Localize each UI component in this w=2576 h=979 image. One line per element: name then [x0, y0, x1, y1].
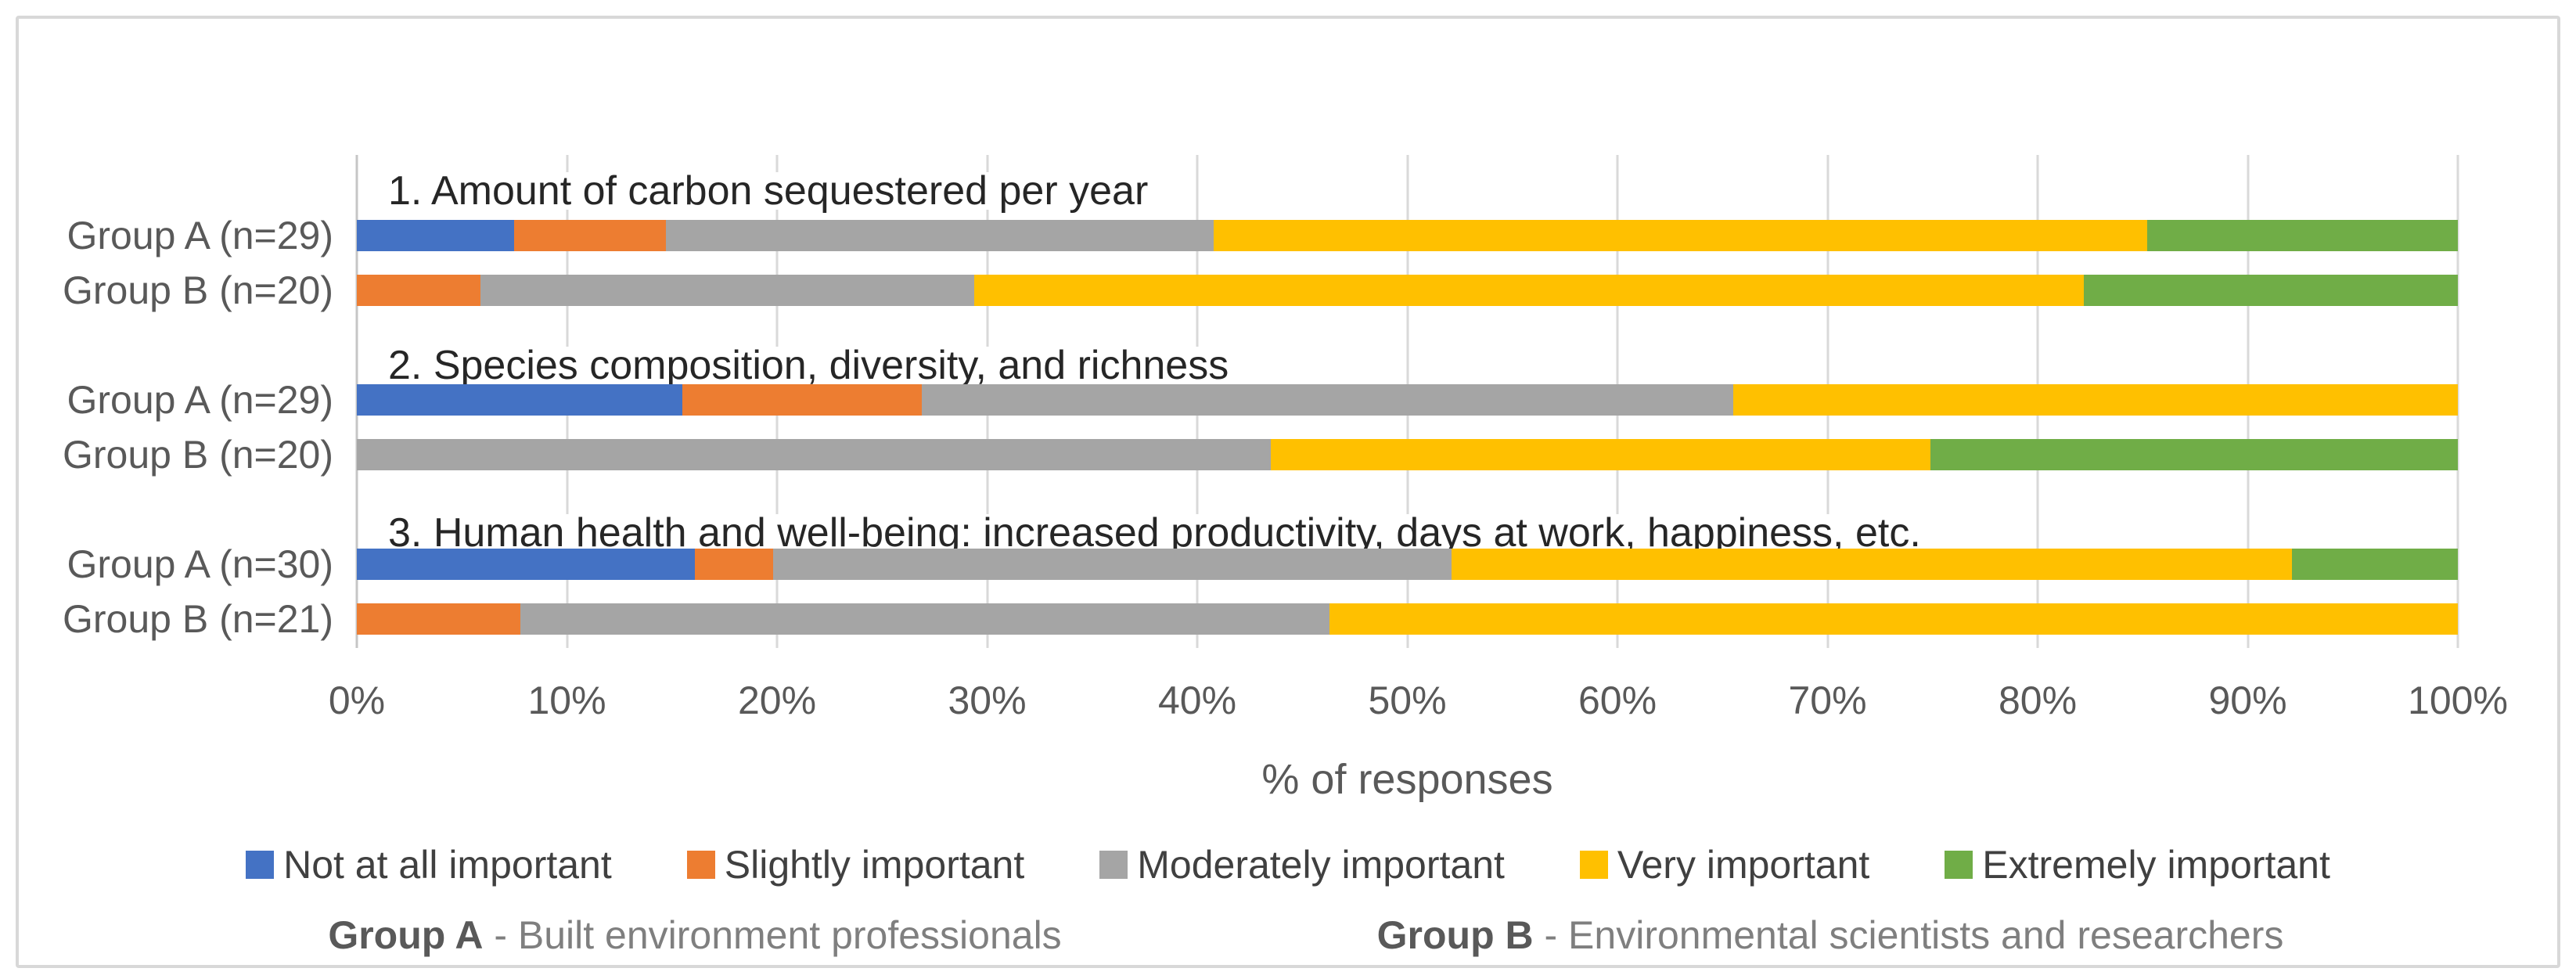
bar-segment-very-important — [974, 275, 2085, 306]
bar-track — [357, 549, 2458, 580]
bar-track — [357, 220, 2458, 251]
bar-track — [357, 603, 2458, 635]
footer-group-name: Group A — [328, 913, 484, 957]
bar-segment-slightly-important — [357, 275, 481, 306]
bar-track — [357, 275, 2458, 306]
plot-area: 1. Amount of carbon sequestered per year… — [63, 155, 2459, 648]
x-tick-label: 60% — [1578, 678, 1657, 722]
category-title-text: 1. Amount of carbon sequestered per year — [374, 171, 1163, 211]
bar-segment-very-important — [1329, 603, 2458, 635]
footer-note: Group A - Built environment professional… — [328, 913, 1062, 957]
category-title-text: 3. Human health and well-being: increase… — [374, 513, 1935, 553]
row-label: Group A (n=29) — [67, 214, 333, 257]
x-axis: 0% 10% 20% 30% 40% 50% 60% 70% 80% 90% 100% — [329, 678, 2508, 725]
x-tick-label: 90% — [2208, 678, 2287, 722]
bar-segment-very-important — [1270, 439, 1931, 470]
legend-label: Slightly important — [724, 843, 1025, 887]
legend-label: Moderately important — [1137, 843, 1505, 887]
legend-label: Very important — [1617, 843, 1870, 887]
x-tick-label: 40% — [1157, 678, 1237, 722]
bar-segment-extremely-important — [2084, 275, 2458, 306]
bar-row: Group A (n=29) — [67, 378, 2458, 422]
legend-item: Slightly important — [686, 842, 1025, 887]
x-tick-label: 50% — [1368, 678, 1447, 722]
bar-segment-slightly-important — [514, 220, 666, 251]
bar-segment-slightly-important — [682, 384, 923, 416]
bar-segment-extremely-important — [2291, 549, 2458, 580]
bar-segment-very-important — [1214, 220, 2147, 251]
row-label: Group A (n=29) — [67, 378, 333, 422]
bar-segment-moderately-important — [520, 603, 1330, 635]
bar-segment-moderately-important — [357, 439, 1271, 470]
legend-swatch-icon — [1945, 851, 1973, 879]
legend-swatch-icon — [686, 851, 715, 879]
footer: Group A - Built environment professional… — [19, 912, 2557, 967]
legend: Not at all important Slightly important Mo… — [19, 842, 2557, 887]
row-label: Group B (n=20) — [62, 268, 333, 312]
bar-row: Group A (n=29) — [67, 214, 2458, 257]
bar-track — [357, 384, 2458, 416]
legend-label: Extremely important — [1982, 843, 2330, 887]
row-label: Group B (n=21) — [62, 597, 333, 641]
bar-segment-moderately-important — [922, 384, 1733, 416]
legend-label: Not at all important — [283, 843, 612, 887]
x-tick-label: 0% — [328, 678, 386, 722]
bar-segment-extremely-important — [1930, 439, 2458, 470]
x-tick-label: 20% — [737, 678, 817, 722]
row-label: Group B (n=20) — [62, 433, 333, 477]
legend-item: Very important — [1579, 842, 1870, 887]
legend-item: Not at all important — [246, 842, 612, 887]
category-title: 1. Amount of carbon sequestered per year — [357, 171, 2458, 211]
bar-row: Group B (n=20) — [63, 433, 2458, 477]
x-tick-label: 30% — [948, 678, 1027, 722]
bar-segment-slightly-important — [357, 603, 521, 635]
legend-item: Moderately important — [1099, 842, 1505, 887]
category-title: 2. Species composition, diversity, and r… — [357, 345, 2458, 386]
bar-row: Group B (n=20) — [63, 268, 2458, 312]
x-axis-title: % of responses — [1261, 756, 1553, 803]
bar-stack: 1. Amount of carbon sequestered per year… — [63, 155, 2458, 641]
bar-row: Group B (n=21) — [63, 597, 2458, 641]
bar-row: Group A (n=30) — [67, 542, 2458, 586]
bar-segment-not-at-all-important — [357, 220, 515, 251]
row-label: Group A (n=30) — [67, 542, 333, 586]
bar-segment-very-important — [1732, 384, 2458, 416]
bar-segment-not-at-all-important — [357, 384, 683, 416]
bar-track — [357, 439, 2458, 470]
footer-group-name: Group B — [1376, 913, 1534, 957]
bar-segment-very-important — [1451, 549, 2292, 580]
chart-frame: 1. Amount of carbon sequestered per year… — [16, 16, 2560, 968]
x-tick-label: 10% — [527, 678, 606, 722]
x-tick-label: 80% — [1998, 678, 2078, 722]
gridline — [2456, 155, 2459, 648]
footer-note: Group B - Environmental scientists and r… — [1376, 913, 2284, 957]
bar-segment-moderately-important — [772, 549, 1452, 580]
x-tick-label: 100% — [2408, 678, 2508, 722]
legend-swatch-icon — [246, 851, 275, 879]
bar-segment-moderately-important — [480, 275, 975, 306]
bar-segment-slightly-important — [695, 549, 773, 580]
bar-segment-extremely-important — [2146, 220, 2458, 251]
legend-item: Extremely important — [1945, 842, 2330, 887]
x-tick-label: 70% — [1788, 678, 1867, 722]
bar-segment-moderately-important — [665, 220, 1214, 251]
category-title-text: 2. Species composition, diversity, and r… — [374, 345, 1243, 386]
bar-segment-not-at-all-important — [357, 549, 696, 580]
legend-swatch-icon — [1579, 851, 1608, 879]
category-title: 3. Human health and well-being: increase… — [357, 513, 2458, 553]
legend-swatch-icon — [1099, 851, 1128, 879]
